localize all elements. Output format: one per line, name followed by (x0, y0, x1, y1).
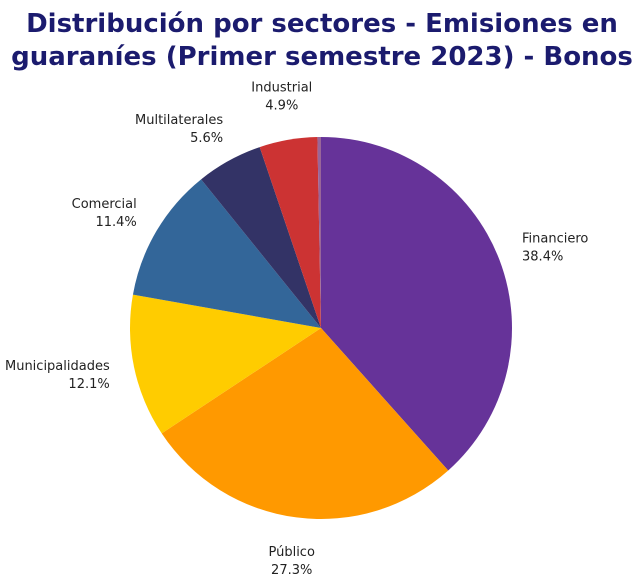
slice-label-multilaterales: Multilaterales (135, 113, 223, 128)
pie-slice-financiero (321, 137, 512, 471)
chart-title: Distribución por sectores - Emisiones en… (0, 8, 644, 74)
pie-slice-comercial (132, 179, 321, 328)
pie-slice-publico (161, 328, 449, 519)
slice-value-financiero: 38.4% (522, 250, 563, 265)
pie-slice-municipalidades (130, 294, 321, 434)
slice-value-industrial: 4.9% (265, 98, 298, 113)
slice-label-comercial: Comercial (72, 197, 137, 212)
slice-label-publico: Público (268, 545, 314, 560)
slice-label-financiero: Financiero (522, 232, 588, 247)
slice-labels: Financiero 38.4% Público 27.3% Municipalidad… (5, 80, 588, 578)
pie-slice-industrial (259, 137, 321, 328)
pie-slice-other-6 (317, 137, 321, 328)
chart-title-line-1: Distribución por sectores - Emisiones en (26, 9, 618, 39)
chart-title-line-2: guaraníes (Primer semestre 2023) - Bonos (11, 42, 633, 72)
pie-slices (130, 137, 512, 519)
slice-label-industrial: Industrial (251, 80, 312, 95)
slice-value-municipalidades: 12.1% (68, 377, 109, 392)
slice-label-municipalidades: Municipalidades (5, 359, 110, 374)
slice-value-comercial: 11.4% (95, 215, 136, 230)
pie-slice-multilaterales (201, 147, 321, 328)
slice-value-multilaterales: 5.6% (190, 131, 223, 146)
slice-value-publico: 27.3% (271, 563, 312, 578)
